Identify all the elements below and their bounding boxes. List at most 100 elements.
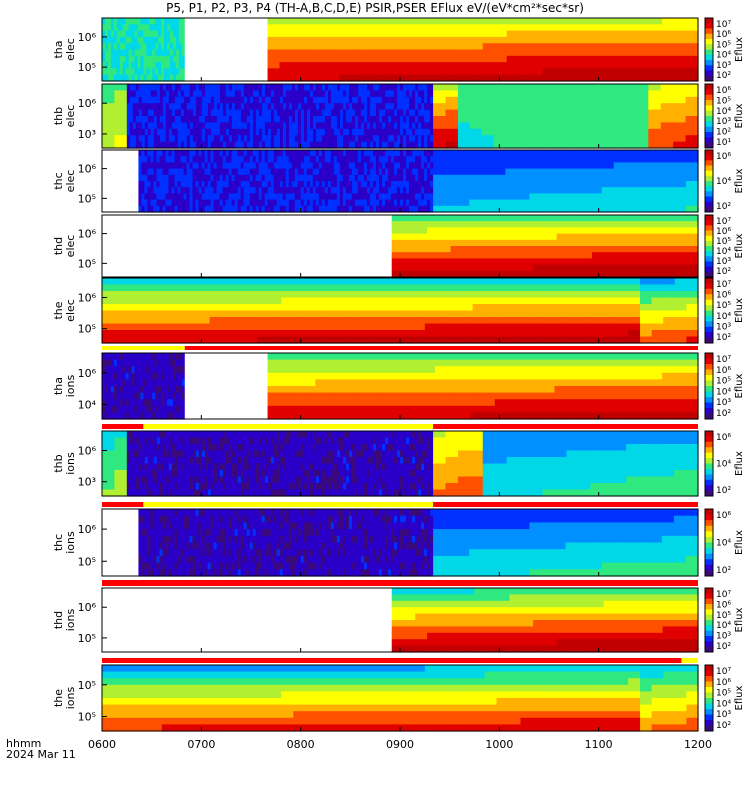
heatmap-cell <box>365 297 378 305</box>
heatmap-cell <box>143 386 147 394</box>
colorbar-step <box>705 413 713 417</box>
heatmap-cell <box>470 399 484 407</box>
heatmap-cell <box>397 181 401 188</box>
heatmap-cell <box>128 43 133 51</box>
heatmap-cell <box>102 109 116 117</box>
heatmap-cell <box>649 187 663 194</box>
heatmap-cell <box>686 304 699 312</box>
heatmap-cell <box>600 103 614 111</box>
heatmap-cell <box>365 317 378 325</box>
heatmap-cell <box>457 141 471 149</box>
heatmap-cell <box>600 109 614 117</box>
heatmap-cell <box>183 174 188 182</box>
heatmap-cell <box>288 116 293 123</box>
heatmap-cell <box>601 162 615 170</box>
heatmap-cell <box>161 291 175 299</box>
heatmap-cell <box>481 141 495 149</box>
heatmap-cell <box>113 18 118 25</box>
heatmap-cell <box>159 181 164 188</box>
colorbar-label: Eflux <box>734 298 745 323</box>
heatmap-cell <box>321 187 326 194</box>
heatmap-cell <box>470 386 484 394</box>
heatmap-cell <box>415 215 428 222</box>
heatmap-cell <box>162 181 167 188</box>
heatmap-cell <box>137 304 151 312</box>
heatmap-cell <box>638 353 651 361</box>
heatmap-cell <box>156 174 161 182</box>
heatmap-cell <box>156 457 161 465</box>
heatmap-cell <box>460 317 474 325</box>
heatmap-cell <box>149 317 163 325</box>
heatmap-cell <box>293 310 306 318</box>
heatmap-cell <box>394 84 398 91</box>
heatmap-cell <box>602 36 615 44</box>
heatmap-cell <box>207 141 212 149</box>
heatmap-cell <box>149 379 153 387</box>
heatmap-cell <box>143 74 147 82</box>
heatmap-cell <box>493 109 507 117</box>
heatmap-cell <box>291 412 305 420</box>
heatmap-cell <box>345 187 350 194</box>
heatmap-cell <box>237 141 242 149</box>
heatmap-cell <box>370 135 374 143</box>
heatmap-cell <box>237 199 242 207</box>
heatmap-cell <box>427 193 431 201</box>
heatmap-cell <box>384 150 389 157</box>
heatmap-cell <box>102 36 106 44</box>
heatmap-cell <box>110 353 115 361</box>
heatmap-cell <box>388 109 392 117</box>
heatmap-cell <box>674 405 687 413</box>
heatmap-cell <box>318 205 323 213</box>
heatmap-cell <box>240 116 245 123</box>
heatmap-cell <box>518 399 532 407</box>
heatmap-cell <box>114 141 128 149</box>
heatmap-cell <box>391 90 395 98</box>
heatmap-cell <box>152 359 156 367</box>
heatmap-cell <box>544 297 557 305</box>
heatmap-cell <box>333 168 338 176</box>
heatmap-cell <box>418 122 422 130</box>
heatmap-cell <box>207 109 212 117</box>
heatmap-cell <box>312 199 317 207</box>
heatmap-cell <box>243 122 248 130</box>
heatmap-cell <box>104 62 109 69</box>
heatmap-cell <box>137 18 142 25</box>
colorbar-step <box>705 116 713 120</box>
heatmap-cell <box>484 278 498 286</box>
heatmap-cell <box>131 62 136 69</box>
heatmap-cell <box>568 252 581 259</box>
heatmap-cell <box>494 68 508 76</box>
heatmap-cell <box>137 297 151 305</box>
heatmap-cell <box>445 162 458 170</box>
heatmap-cell <box>406 168 410 176</box>
heatmap-cell <box>137 323 151 331</box>
heatmap-cell <box>474 258 487 266</box>
heatmap-cell <box>195 162 200 170</box>
heatmap-cell <box>349 128 353 136</box>
heatmap-cell <box>663 291 676 299</box>
heatmap-cell <box>153 431 158 439</box>
heatmap-cell <box>450 270 464 278</box>
heatmap-cell <box>175 386 180 394</box>
heatmap-cell <box>361 116 365 123</box>
heatmap-cell <box>663 310 676 318</box>
heatmap-cell <box>222 103 227 111</box>
heatmap-cell <box>602 30 615 38</box>
heatmap-cell <box>150 187 155 194</box>
heatmap-cell <box>663 330 676 338</box>
heatmap-cell <box>433 168 446 176</box>
heatmap-cell <box>317 304 330 312</box>
heatmap-cell <box>156 156 161 163</box>
heatmap-cell <box>686 24 699 32</box>
heatmap-cell <box>201 168 206 176</box>
heatmap-cell <box>159 457 164 465</box>
heatmap-cell <box>270 109 275 117</box>
heatmap-cell <box>430 181 434 188</box>
heatmap-cell <box>294 181 299 188</box>
heatmap-cell <box>261 168 266 176</box>
heatmap-cell <box>186 168 191 176</box>
heatmap-cell <box>315 36 328 44</box>
heatmap-cell <box>315 74 328 82</box>
heatmap-cell <box>686 227 699 235</box>
